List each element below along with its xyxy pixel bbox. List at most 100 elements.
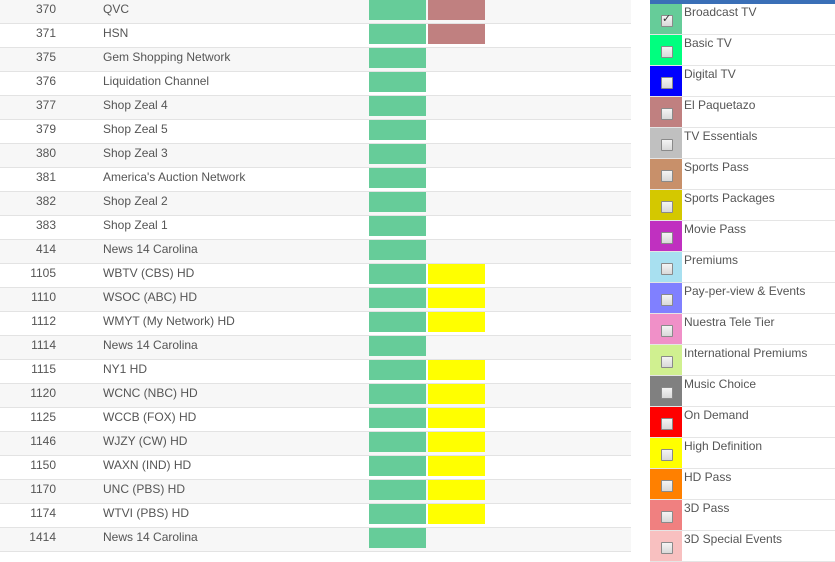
package-filter-item[interactable]: On Demand bbox=[650, 407, 835, 438]
package-checkbox[interactable] bbox=[661, 139, 673, 151]
package-color-swatch bbox=[650, 159, 682, 189]
table-row: 379 Shop Zeal 5 bbox=[0, 120, 631, 144]
package-checkbox[interactable] bbox=[661, 232, 673, 244]
package-filter-item[interactable]: High Definition bbox=[650, 438, 835, 469]
package-availability-cell bbox=[369, 528, 426, 548]
package-filter-item[interactable]: Digital TV bbox=[650, 66, 835, 97]
package-checkbox[interactable] bbox=[661, 542, 673, 554]
channel-name: Shop Zeal 5 bbox=[103, 122, 168, 136]
channel-number: 414 bbox=[35, 242, 56, 256]
package-checkbox[interactable] bbox=[661, 356, 673, 368]
channel-number: 376 bbox=[35, 74, 56, 88]
channel-number: 381 bbox=[35, 170, 56, 184]
table-row: 1115 NY1 HD bbox=[0, 360, 631, 384]
table-row: 375 Gem Shopping Network bbox=[0, 48, 631, 72]
table-row: 381 America's Auction Network bbox=[0, 168, 631, 192]
package-filter-item[interactable]: Pay-per-view & Events bbox=[650, 283, 835, 314]
channel-name: WMYT (My Network) HD bbox=[103, 314, 235, 328]
table-row: 1114 News 14 Carolina bbox=[0, 336, 631, 360]
package-checkbox[interactable] bbox=[661, 387, 673, 399]
package-availability-cell bbox=[369, 48, 426, 68]
channel-number: 380 bbox=[35, 146, 56, 160]
package-availability-cell bbox=[428, 432, 485, 452]
package-availability-cell bbox=[369, 24, 426, 44]
channel-name: Shop Zeal 2 bbox=[103, 194, 168, 208]
package-color-swatch bbox=[650, 190, 682, 220]
package-filter-item[interactable]: Basic TV bbox=[650, 35, 835, 66]
package-filter-item[interactable]: Sports Packages bbox=[650, 190, 835, 221]
channel-number: 370 bbox=[35, 2, 56, 16]
package-availability-cell bbox=[369, 120, 426, 140]
package-availability-cell bbox=[428, 312, 485, 332]
channel-number: 1150 bbox=[30, 458, 56, 472]
channel-number: 383 bbox=[35, 218, 56, 232]
table-row: 1125 WCCB (FOX) HD bbox=[0, 408, 631, 432]
package-label: Sports Pass bbox=[684, 160, 749, 174]
package-color-swatch bbox=[650, 376, 682, 406]
package-filter-item[interactable]: Movie Pass bbox=[650, 221, 835, 252]
table-row: 1150 WAXN (IND) HD bbox=[0, 456, 631, 480]
package-checkbox[interactable] bbox=[661, 418, 673, 430]
package-filter-item[interactable]: 3D Special Events bbox=[650, 531, 835, 562]
package-checkbox[interactable] bbox=[661, 170, 673, 182]
package-filter-item[interactable]: Music Choice bbox=[650, 376, 835, 407]
package-checkbox[interactable] bbox=[661, 46, 673, 58]
package-label: Nuestra Tele Tier bbox=[684, 315, 775, 329]
package-color-swatch bbox=[650, 221, 682, 251]
channel-name: WTVI (PBS) HD bbox=[103, 506, 189, 520]
package-color-swatch bbox=[650, 66, 682, 96]
package-filter-item[interactable]: HD Pass bbox=[650, 469, 835, 500]
channel-name: Liquidation Channel bbox=[103, 74, 210, 88]
channel-number: 1112 bbox=[31, 314, 56, 328]
package-availability-cell bbox=[428, 288, 485, 308]
channel-name: WCNC (NBC) HD bbox=[103, 386, 198, 400]
table-row: 1110 WSOC (ABC) HD bbox=[0, 288, 631, 312]
package-availability-cell bbox=[369, 336, 426, 356]
package-color-swatch bbox=[650, 469, 682, 499]
package-availability-cell bbox=[369, 288, 426, 308]
package-availability-cell bbox=[428, 456, 485, 476]
package-checkbox[interactable] bbox=[661, 480, 673, 492]
package-checkbox[interactable] bbox=[661, 325, 673, 337]
package-checkbox[interactable] bbox=[661, 511, 673, 523]
channel-name: America's Auction Network bbox=[103, 170, 246, 184]
package-checkbox[interactable] bbox=[661, 201, 673, 213]
package-filter-item[interactable]: Broadcast TV bbox=[650, 4, 835, 35]
package-filter-item[interactable]: TV Essentials bbox=[650, 128, 835, 159]
package-filter-item[interactable]: Sports Pass bbox=[650, 159, 835, 190]
package-color-swatch bbox=[650, 438, 682, 468]
package-availability-cell bbox=[369, 72, 426, 92]
package-checkbox[interactable] bbox=[661, 294, 673, 306]
channel-name: HSN bbox=[103, 26, 129, 40]
channel-number: 382 bbox=[35, 194, 56, 208]
channel-name: UNC (PBS) HD bbox=[103, 482, 186, 496]
channel-number: 1105 bbox=[30, 266, 56, 280]
channel-number: 1115 bbox=[31, 362, 56, 376]
package-label: TV Essentials bbox=[684, 129, 758, 143]
channel-name: News 14 Carolina bbox=[103, 530, 198, 544]
package-filter-item[interactable]: El Paquetazo bbox=[650, 97, 835, 128]
table-row: 382 Shop Zeal 2 bbox=[0, 192, 631, 216]
package-color-swatch bbox=[650, 35, 682, 65]
channel-name: News 14 Carolina bbox=[103, 242, 198, 256]
package-availability-cell bbox=[428, 264, 485, 284]
package-label: 3D Special Events bbox=[684, 532, 783, 546]
package-label: Pay-per-view & Events bbox=[684, 284, 806, 298]
package-availability-cell bbox=[369, 192, 426, 212]
package-filter-panel: Broadcast TV Basic TV Digital TV El Paqueta… bbox=[650, 0, 835, 562]
package-color-swatch bbox=[650, 97, 682, 127]
package-availability-cell bbox=[428, 0, 485, 20]
package-filter-item[interactable]: International Premiums bbox=[650, 345, 835, 376]
package-checkbox[interactable] bbox=[661, 263, 673, 275]
package-checkbox[interactable] bbox=[661, 77, 673, 89]
table-row: 1105 WBTV (CBS) HD bbox=[0, 264, 631, 288]
package-filter-item[interactable]: Nuestra Tele Tier bbox=[650, 314, 835, 345]
package-label: On Demand bbox=[684, 408, 749, 422]
package-checkbox[interactable] bbox=[661, 12, 673, 27]
package-filter-item[interactable]: Premiums bbox=[650, 252, 835, 283]
package-label: El Paquetazo bbox=[684, 98, 756, 112]
package-checkbox[interactable] bbox=[661, 449, 673, 461]
package-label: International Premiums bbox=[684, 346, 808, 360]
package-checkbox[interactable] bbox=[661, 108, 673, 120]
package-filter-item[interactable]: 3D Pass bbox=[650, 500, 835, 531]
